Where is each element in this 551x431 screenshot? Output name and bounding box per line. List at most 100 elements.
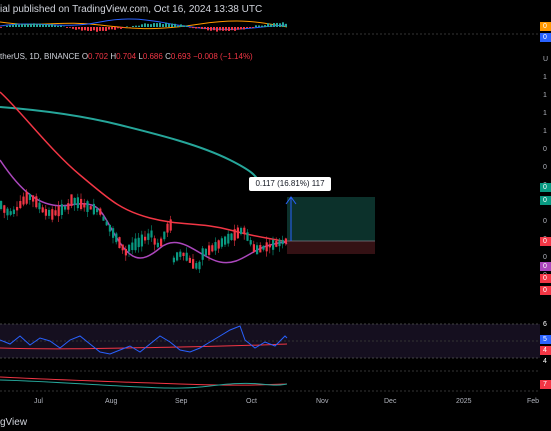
high-value: 0.704 [116, 52, 137, 61]
price-axis-tick: 1 [543, 110, 547, 117]
histogram-bar [39, 23, 41, 27]
candle-body [195, 263, 198, 269]
candle-body [112, 228, 115, 238]
histogram-bar [57, 25, 59, 27]
histogram-bar [276, 22, 278, 27]
x-axis-label: Sep [175, 398, 188, 405]
price-axis-tick: U [543, 56, 549, 63]
candle-body [224, 236, 227, 245]
candle-body [41, 207, 44, 213]
high-label: H [110, 52, 117, 61]
candle-body [6, 208, 9, 216]
candle-body [204, 248, 207, 256]
price-panel [0, 91, 375, 273]
candle-body [275, 241, 278, 247]
price-label-pill: 0 [540, 262, 551, 271]
candle-body [19, 201, 22, 209]
histogram-bar [210, 27, 212, 31]
histogram-bar [123, 27, 125, 28]
low-label: L [138, 52, 143, 61]
candle-body [102, 216, 105, 221]
rsi-panel [0, 323, 540, 359]
x-axis-label: Feb [527, 398, 540, 405]
footer: gView [0, 414, 551, 431]
candle-body [217, 240, 220, 249]
histogram-bar [138, 25, 140, 27]
histogram-bar [135, 25, 137, 27]
histogram-bar [75, 27, 77, 30]
histogram-bar [60, 25, 62, 27]
candle-body [108, 224, 111, 232]
histogram-bar [24, 24, 26, 27]
histogram-bar [180, 24, 182, 27]
publish-header: ial published on TradingView.com, Oct 16… [0, 0, 551, 20]
candle-body [51, 209, 54, 220]
histogram-bar [51, 24, 53, 27]
measure-tooltip: 0.117 (16.81%) 117 [249, 177, 331, 191]
loss-zone [287, 241, 375, 254]
candle-body [131, 242, 134, 251]
candle-body [54, 210, 57, 216]
candle-body [176, 252, 179, 261]
price-axis[interactable] [540, 20, 551, 415]
histogram-bar [21, 23, 23, 27]
candle-body [236, 227, 239, 239]
candle-body [25, 191, 28, 204]
candle-body [156, 242, 159, 248]
price-axis-tick: 0 [543, 164, 547, 171]
candle-body [278, 239, 281, 247]
histogram-bar [27, 23, 29, 27]
histogram-bar [150, 24, 152, 27]
histogram-bar [183, 25, 185, 27]
candle-body [166, 223, 169, 233]
candle-body [147, 233, 150, 240]
histogram-bar [189, 27, 191, 28]
macd-label-pill: 0 [540, 33, 551, 42]
candle-body [128, 244, 131, 252]
symbol-info-line: therUS, 1D, BINANCE O0.702 H0.704 L0.686… [0, 52, 253, 61]
change-value: −0.008 (−1.14%) [193, 52, 253, 61]
histogram-bar [252, 27, 254, 28]
histogram-bar [267, 23, 269, 27]
histogram-bar [33, 23, 35, 27]
histogram-bar [195, 27, 197, 29]
price-label-pill: 0 [540, 183, 551, 192]
candle-body [105, 221, 108, 226]
histogram-bar [141, 24, 143, 27]
open-label: O [81, 52, 89, 61]
histogram-bar [15, 23, 17, 27]
histogram-bar [153, 23, 155, 27]
tradingview-logo-text: gView [0, 417, 28, 428]
histogram-bar [168, 23, 170, 27]
candle-body [185, 252, 188, 261]
price-axis-tick: 1 [543, 74, 547, 81]
candle-body [99, 208, 102, 215]
price-axis-tick: 0 [543, 254, 547, 261]
candle-body [243, 227, 246, 234]
histogram-bar [192, 27, 194, 29]
x-axis-label: Dec [384, 398, 397, 405]
histogram-bar [102, 27, 104, 31]
histogram-bar [66, 27, 68, 28]
rsi-label-pill: 6 [540, 320, 551, 329]
histogram-bar [228, 27, 230, 31]
candle-body [80, 198, 83, 210]
candle-body [227, 233, 230, 244]
price-axis-tick: 1 [543, 92, 547, 99]
symbol-name: therUS, 1D, BINANCE [0, 52, 80, 61]
histogram-bar [84, 27, 86, 31]
candle-body [214, 242, 217, 251]
histogram-bar [90, 27, 92, 31]
candle-body [48, 209, 51, 216]
histogram-bar [216, 27, 218, 32]
histogram-bar [147, 23, 149, 27]
histogram-bar [165, 22, 167, 27]
rsi-label-pill: 4 [540, 346, 551, 355]
close-value: 0.693 [170, 52, 191, 61]
candle-body [252, 244, 255, 252]
histogram-bar [162, 24, 164, 27]
candle-body [22, 196, 25, 205]
histogram-bar [93, 27, 95, 31]
bottom-indicator-panel [0, 370, 540, 392]
